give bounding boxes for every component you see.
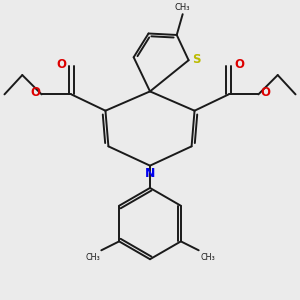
Text: S: S [192, 53, 201, 66]
Text: N: N [145, 167, 155, 180]
Text: CH₃: CH₃ [85, 253, 100, 262]
Text: CH₃: CH₃ [175, 3, 190, 12]
Text: O: O [56, 58, 66, 71]
Text: O: O [234, 58, 244, 71]
Text: O: O [260, 86, 270, 99]
Text: CH₃: CH₃ [200, 253, 215, 262]
Text: O: O [30, 86, 40, 99]
